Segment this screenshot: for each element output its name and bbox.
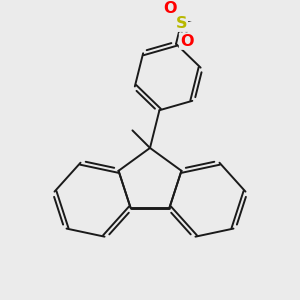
Text: S: S (176, 16, 187, 31)
Text: O: O (180, 34, 194, 49)
Text: O: O (163, 1, 177, 16)
